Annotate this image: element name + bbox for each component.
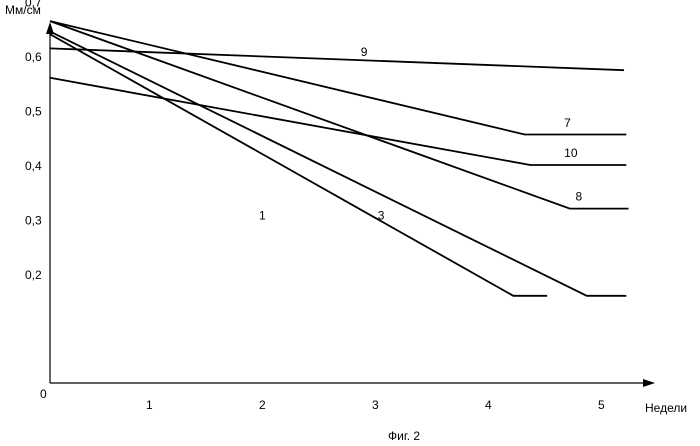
x-tick-label: 4 xyxy=(485,398,492,412)
x-tick-label: 2 xyxy=(259,398,266,412)
series-line-8 xyxy=(50,21,629,208)
x-axis-arrow xyxy=(643,379,655,387)
series-line-1 xyxy=(50,34,547,296)
y-tick-label: 0,4 xyxy=(25,159,42,173)
series-label-8: 8 xyxy=(575,189,582,203)
x-tick-label: 1 xyxy=(146,398,153,412)
x-axis-label: Недели xyxy=(645,401,687,415)
figure-caption: Фиг. 2 xyxy=(388,429,420,443)
y-tick-label: 0,2 xyxy=(25,268,42,282)
y-tick-label: 0,5 xyxy=(25,105,42,119)
series-line-7 xyxy=(50,21,626,134)
y-tick-label: 0 xyxy=(40,387,47,401)
x-tick-label: 3 xyxy=(372,398,379,412)
y-tick-label: 0,6 xyxy=(25,50,42,64)
series-label-9: 9 xyxy=(361,45,368,59)
y-tick-labels: 0 0,2 0,3 0,4 0,5 0,6 0,7 xyxy=(25,0,47,401)
x-tick-labels: 1 2 3 4 5 xyxy=(146,398,605,412)
x-tick-label: 5 xyxy=(598,398,605,412)
series-lines xyxy=(50,21,629,296)
y-tick-label: 0,3 xyxy=(25,214,42,228)
y-tick-label: 0,7 xyxy=(25,0,42,10)
series-label-10: 10 xyxy=(564,146,578,160)
series-label-7: 7 xyxy=(564,116,571,130)
series-label-3: 3 xyxy=(378,209,385,223)
series-line-10 xyxy=(50,78,626,165)
series-label-1: 1 xyxy=(259,209,266,223)
series-line-3 xyxy=(50,31,626,295)
